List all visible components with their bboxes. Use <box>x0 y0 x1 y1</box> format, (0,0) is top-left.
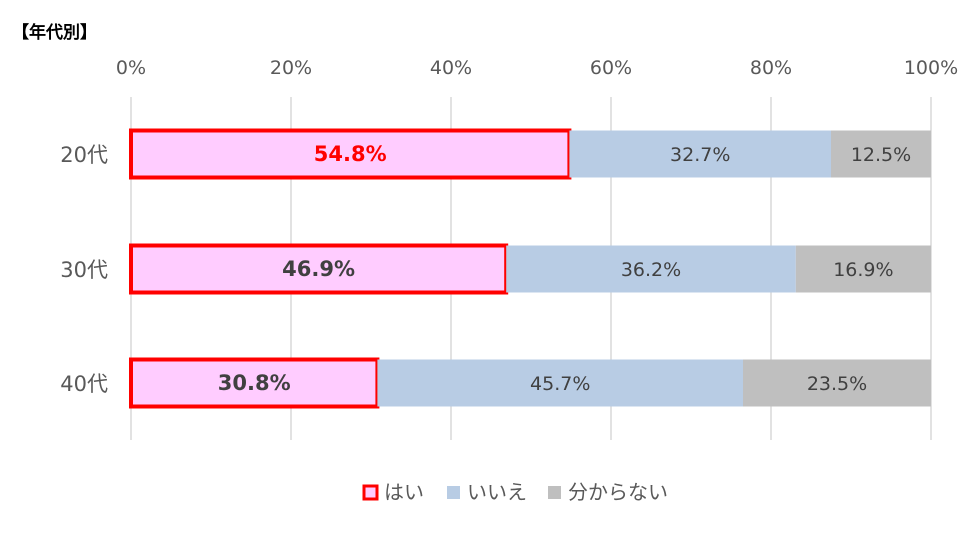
bar-segment <box>377 359 743 407</box>
legend: はい いいえ 分からない <box>362 480 668 504</box>
data-label: 12.5% <box>851 144 911 166</box>
legend-label: いいえ <box>467 480 527 504</box>
x-tick-label: 20% <box>270 57 312 79</box>
x-tick-label: 60% <box>590 57 632 79</box>
category-labels: 20代 30代 40代 <box>60 143 108 396</box>
bar-segment <box>795 245 931 293</box>
data-label: 54.8% <box>314 142 387 166</box>
data-label: 30.8% <box>218 371 291 395</box>
data-label: 23.5% <box>807 373 867 395</box>
bar-segment <box>129 128 572 180</box>
data-label: 32.7% <box>670 144 730 166</box>
category-label: 20代 <box>60 143 108 167</box>
category-label: 30代 <box>60 258 108 282</box>
data-label: 46.9% <box>282 257 355 281</box>
legend-label: 分からない <box>568 480 668 504</box>
chart-title: 【年代別】 <box>12 22 97 43</box>
category-label: 40代 <box>60 372 108 396</box>
data-label: 45.7% <box>530 373 590 395</box>
legend-swatch <box>548 486 561 499</box>
x-tick-label: 0% <box>116 57 146 79</box>
data-label: 16.9% <box>833 259 893 281</box>
bar-segment <box>569 130 831 178</box>
legend-swatch <box>362 484 379 501</box>
legend-label: はい <box>384 480 424 504</box>
bars <box>129 128 931 409</box>
bar-segment <box>831 130 931 178</box>
bar-segment <box>506 245 796 293</box>
data-labels: 54.8% 32.7% 12.5% 46.9% 36.2% 16.9% 30.8% 45.7%… <box>218 142 911 395</box>
x-tick-label: 80% <box>750 57 792 79</box>
bar-segment <box>743 359 931 407</box>
bar-segment <box>129 243 509 295</box>
x-tick-label: 40% <box>430 57 472 79</box>
data-label: 36.2% <box>621 259 681 281</box>
legend-swatch <box>447 486 460 499</box>
x-tick-label: 100% <box>904 57 958 79</box>
x-axis-tick-labels: 0% 20% 40% 60% 80% 100% <box>116 57 958 79</box>
